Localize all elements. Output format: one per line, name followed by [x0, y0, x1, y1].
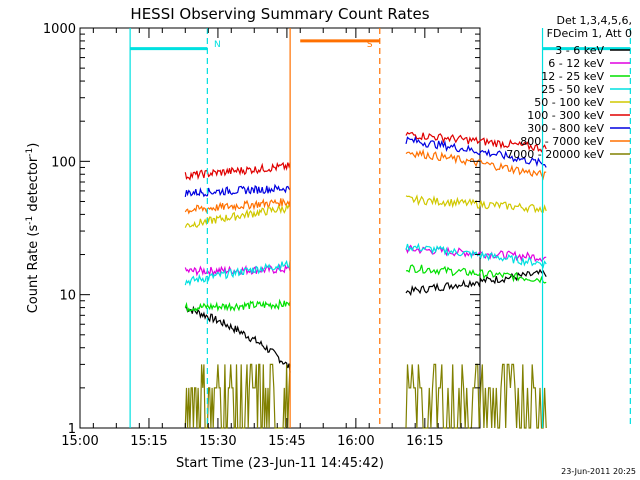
chart-title: HESSI Observing Summary Count Rates — [130, 5, 429, 23]
legend-header: Det 1,3,4,5,6, — [556, 14, 632, 27]
series-line-6-seg2 — [405, 135, 547, 168]
boundary-layer — [129, 28, 631, 428]
series-line-0-seg2 — [405, 268, 547, 297]
series-line-2-seg2 — [405, 264, 547, 284]
flag-label: S — [367, 40, 373, 50]
legend-entry-label: 25 - 50 keV — [541, 83, 604, 96]
plot-frame — [79, 27, 481, 429]
legend-entry-label: 7000 - 20000 keV — [506, 148, 604, 161]
timestamp: 23-Jun-2011 20:25 — [561, 467, 636, 476]
series-line-3-seg1 — [184, 259, 291, 287]
series-line-5-seg1 — [184, 161, 291, 181]
series-layer — [184, 131, 547, 429]
axis-layer: 1 10 100 1000 15:00 15:15 15:30 15:45 16:00 16:15 — [43, 22, 480, 449]
series-line-5-seg2 — [405, 131, 547, 153]
y-tick-label: 1000 — [43, 22, 76, 37]
y-tick-label: 1 — [68, 422, 76, 437]
x-tick-label: 15:30 — [199, 434, 236, 449]
y-tick-label: 100 — [51, 155, 76, 170]
flag-label: N — [214, 40, 221, 50]
legend-entry-label: 3 - 6 keV — [555, 44, 604, 57]
series-line-4-seg1 — [184, 203, 291, 229]
x-tick-label: 16:15 — [406, 434, 443, 449]
legend-entry-label: 800 - 7000 keV — [520, 135, 604, 148]
x-tick-label: 15:15 — [130, 434, 167, 449]
series-line-8-seg1 — [184, 363, 291, 429]
x-axis-label: Start Time (23-Jun-11 14:45:42) — [176, 456, 384, 471]
legend-header: FDecim 1, Att 0 — [547, 27, 632, 40]
legend-entry-label: 300 - 800 keV — [527, 122, 604, 135]
series-line-4-seg2 — [405, 194, 547, 214]
series-line-7-seg1 — [184, 197, 291, 215]
series-line-2-seg1 — [184, 298, 291, 313]
series-line-0-seg1 — [185, 305, 291, 373]
legend: Det 1,3,4,5,6,FDecim 1, Att 0 3 - 6 keV6 … — [506, 14, 632, 161]
series-line-8-seg2 — [405, 363, 547, 429]
legend-entry-label: 50 - 100 keV — [534, 96, 604, 109]
legend-entry-label: 12 - 25 keV — [541, 70, 604, 83]
legend-entry-label: 6 - 12 keV — [548, 57, 604, 70]
y-tick-label: 10 — [59, 289, 76, 304]
series-line-7-seg2 — [405, 148, 547, 181]
x-tick-label: 16:00 — [337, 434, 374, 449]
legend-entry-label: 100 - 300 keV — [527, 109, 604, 122]
series-line-6-seg1 — [184, 183, 291, 198]
x-tick-label: 15:00 — [61, 434, 98, 449]
y-axis-label: Count Rate (s-1 detector-1) — [25, 143, 41, 314]
x-tick-label: 15:45 — [268, 434, 305, 449]
series-line-3-seg2 — [405, 242, 547, 269]
